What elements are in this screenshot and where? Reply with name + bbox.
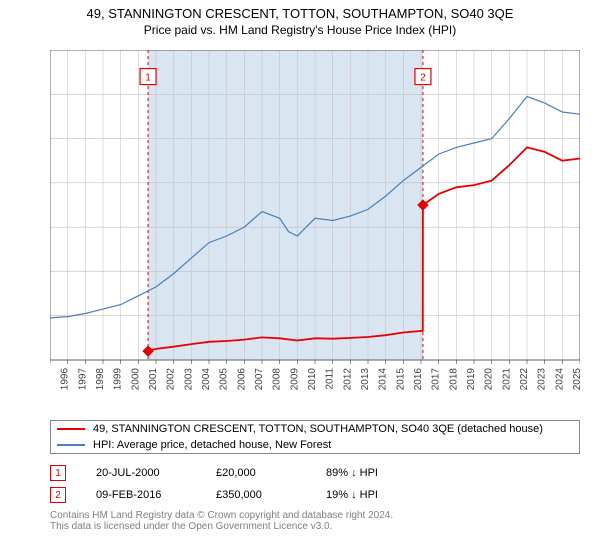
marker-number-box: 2 bbox=[50, 487, 66, 503]
x-tick-label: 2012 bbox=[342, 368, 353, 391]
x-tick-label: 2007 bbox=[254, 368, 265, 391]
legend-swatch bbox=[57, 428, 85, 430]
x-tick-label: 2023 bbox=[537, 368, 548, 391]
x-tick-label: 1995 bbox=[50, 368, 53, 391]
x-tick-label: 2002 bbox=[166, 368, 177, 391]
x-tick-label: 2008 bbox=[272, 368, 283, 391]
marker-delta: 19% ↓ HPI bbox=[326, 489, 446, 501]
footer: Contains HM Land Registry data © Crown c… bbox=[50, 510, 580, 532]
x-tick-label: 2006 bbox=[236, 368, 247, 391]
x-tick-label: 2019 bbox=[466, 368, 477, 391]
x-tick-label: 2024 bbox=[554, 368, 565, 391]
svg-text:1: 1 bbox=[145, 73, 151, 84]
legend-label: 49, STANNINGTON CRESCENT, TOTTON, SOUTHA… bbox=[93, 423, 543, 435]
marker-table: 1 20-JUL-2000£20,00089% ↓ HPI 2 09-FEB-2016… bbox=[50, 462, 580, 506]
x-tick-label: 2001 bbox=[148, 368, 159, 391]
x-tick-label: 2018 bbox=[448, 368, 459, 391]
x-tick-label: 2025 bbox=[572, 368, 580, 391]
chart-subtitle: Price paid vs. HM Land Registry's House … bbox=[0, 23, 600, 37]
legend-swatch bbox=[57, 444, 85, 446]
chart-title: 49, STANNINGTON CRESCENT, TOTTON, SOUTHA… bbox=[0, 6, 600, 21]
marker-price: £350,000 bbox=[216, 489, 326, 501]
chart-svg: £0£100K£200K£300K£400K£500K£600K£700K199… bbox=[50, 50, 580, 410]
x-tick-label: 2016 bbox=[413, 368, 424, 391]
x-tick-label: 2011 bbox=[325, 368, 336, 390]
x-tick-label: 2004 bbox=[201, 368, 212, 391]
x-tick-label: 2014 bbox=[378, 368, 389, 391]
marker-date: 09-FEB-2016 bbox=[96, 489, 216, 501]
x-tick-label: 2017 bbox=[431, 368, 442, 391]
x-tick-label: 2010 bbox=[307, 368, 318, 391]
x-tick-label: 2000 bbox=[130, 368, 141, 391]
x-tick-label: 1998 bbox=[95, 368, 106, 391]
x-tick-label: 1996 bbox=[60, 368, 71, 391]
x-tick-label: 1999 bbox=[113, 368, 124, 391]
marker-price: £20,000 bbox=[216, 467, 326, 479]
footer-line1: Contains HM Land Registry data © Crown c… bbox=[50, 510, 580, 521]
legend-label: HPI: Average price, detached house, New … bbox=[93, 439, 331, 451]
x-tick-label: 2020 bbox=[484, 368, 495, 391]
x-tick-label: 2005 bbox=[219, 368, 230, 391]
marker-delta: 89% ↓ HPI bbox=[326, 467, 446, 479]
x-tick-label: 2015 bbox=[395, 368, 406, 391]
legend: 49, STANNINGTON CRESCENT, TOTTON, SOUTHA… bbox=[50, 420, 580, 454]
legend-item: 49, STANNINGTON CRESCENT, TOTTON, SOUTHA… bbox=[51, 421, 579, 437]
x-tick-label: 2013 bbox=[360, 368, 371, 391]
legend-item: HPI: Average price, detached house, New … bbox=[51, 437, 579, 453]
marker-row: 1 20-JUL-2000£20,00089% ↓ HPI bbox=[50, 462, 580, 484]
svg-text:2: 2 bbox=[420, 73, 426, 84]
marker-row: 2 09-FEB-2016£350,00019% ↓ HPI bbox=[50, 484, 580, 506]
x-tick-label: 2009 bbox=[289, 368, 300, 391]
footer-line2: This data is licensed under the Open Gov… bbox=[50, 521, 580, 532]
x-tick-label: 2021 bbox=[501, 368, 512, 391]
x-tick-label: 2003 bbox=[183, 368, 194, 391]
x-tick-label: 2022 bbox=[519, 368, 530, 391]
marker-date: 20-JUL-2000 bbox=[96, 467, 216, 479]
x-tick-label: 1997 bbox=[77, 368, 88, 391]
marker-number-box: 1 bbox=[50, 465, 66, 481]
